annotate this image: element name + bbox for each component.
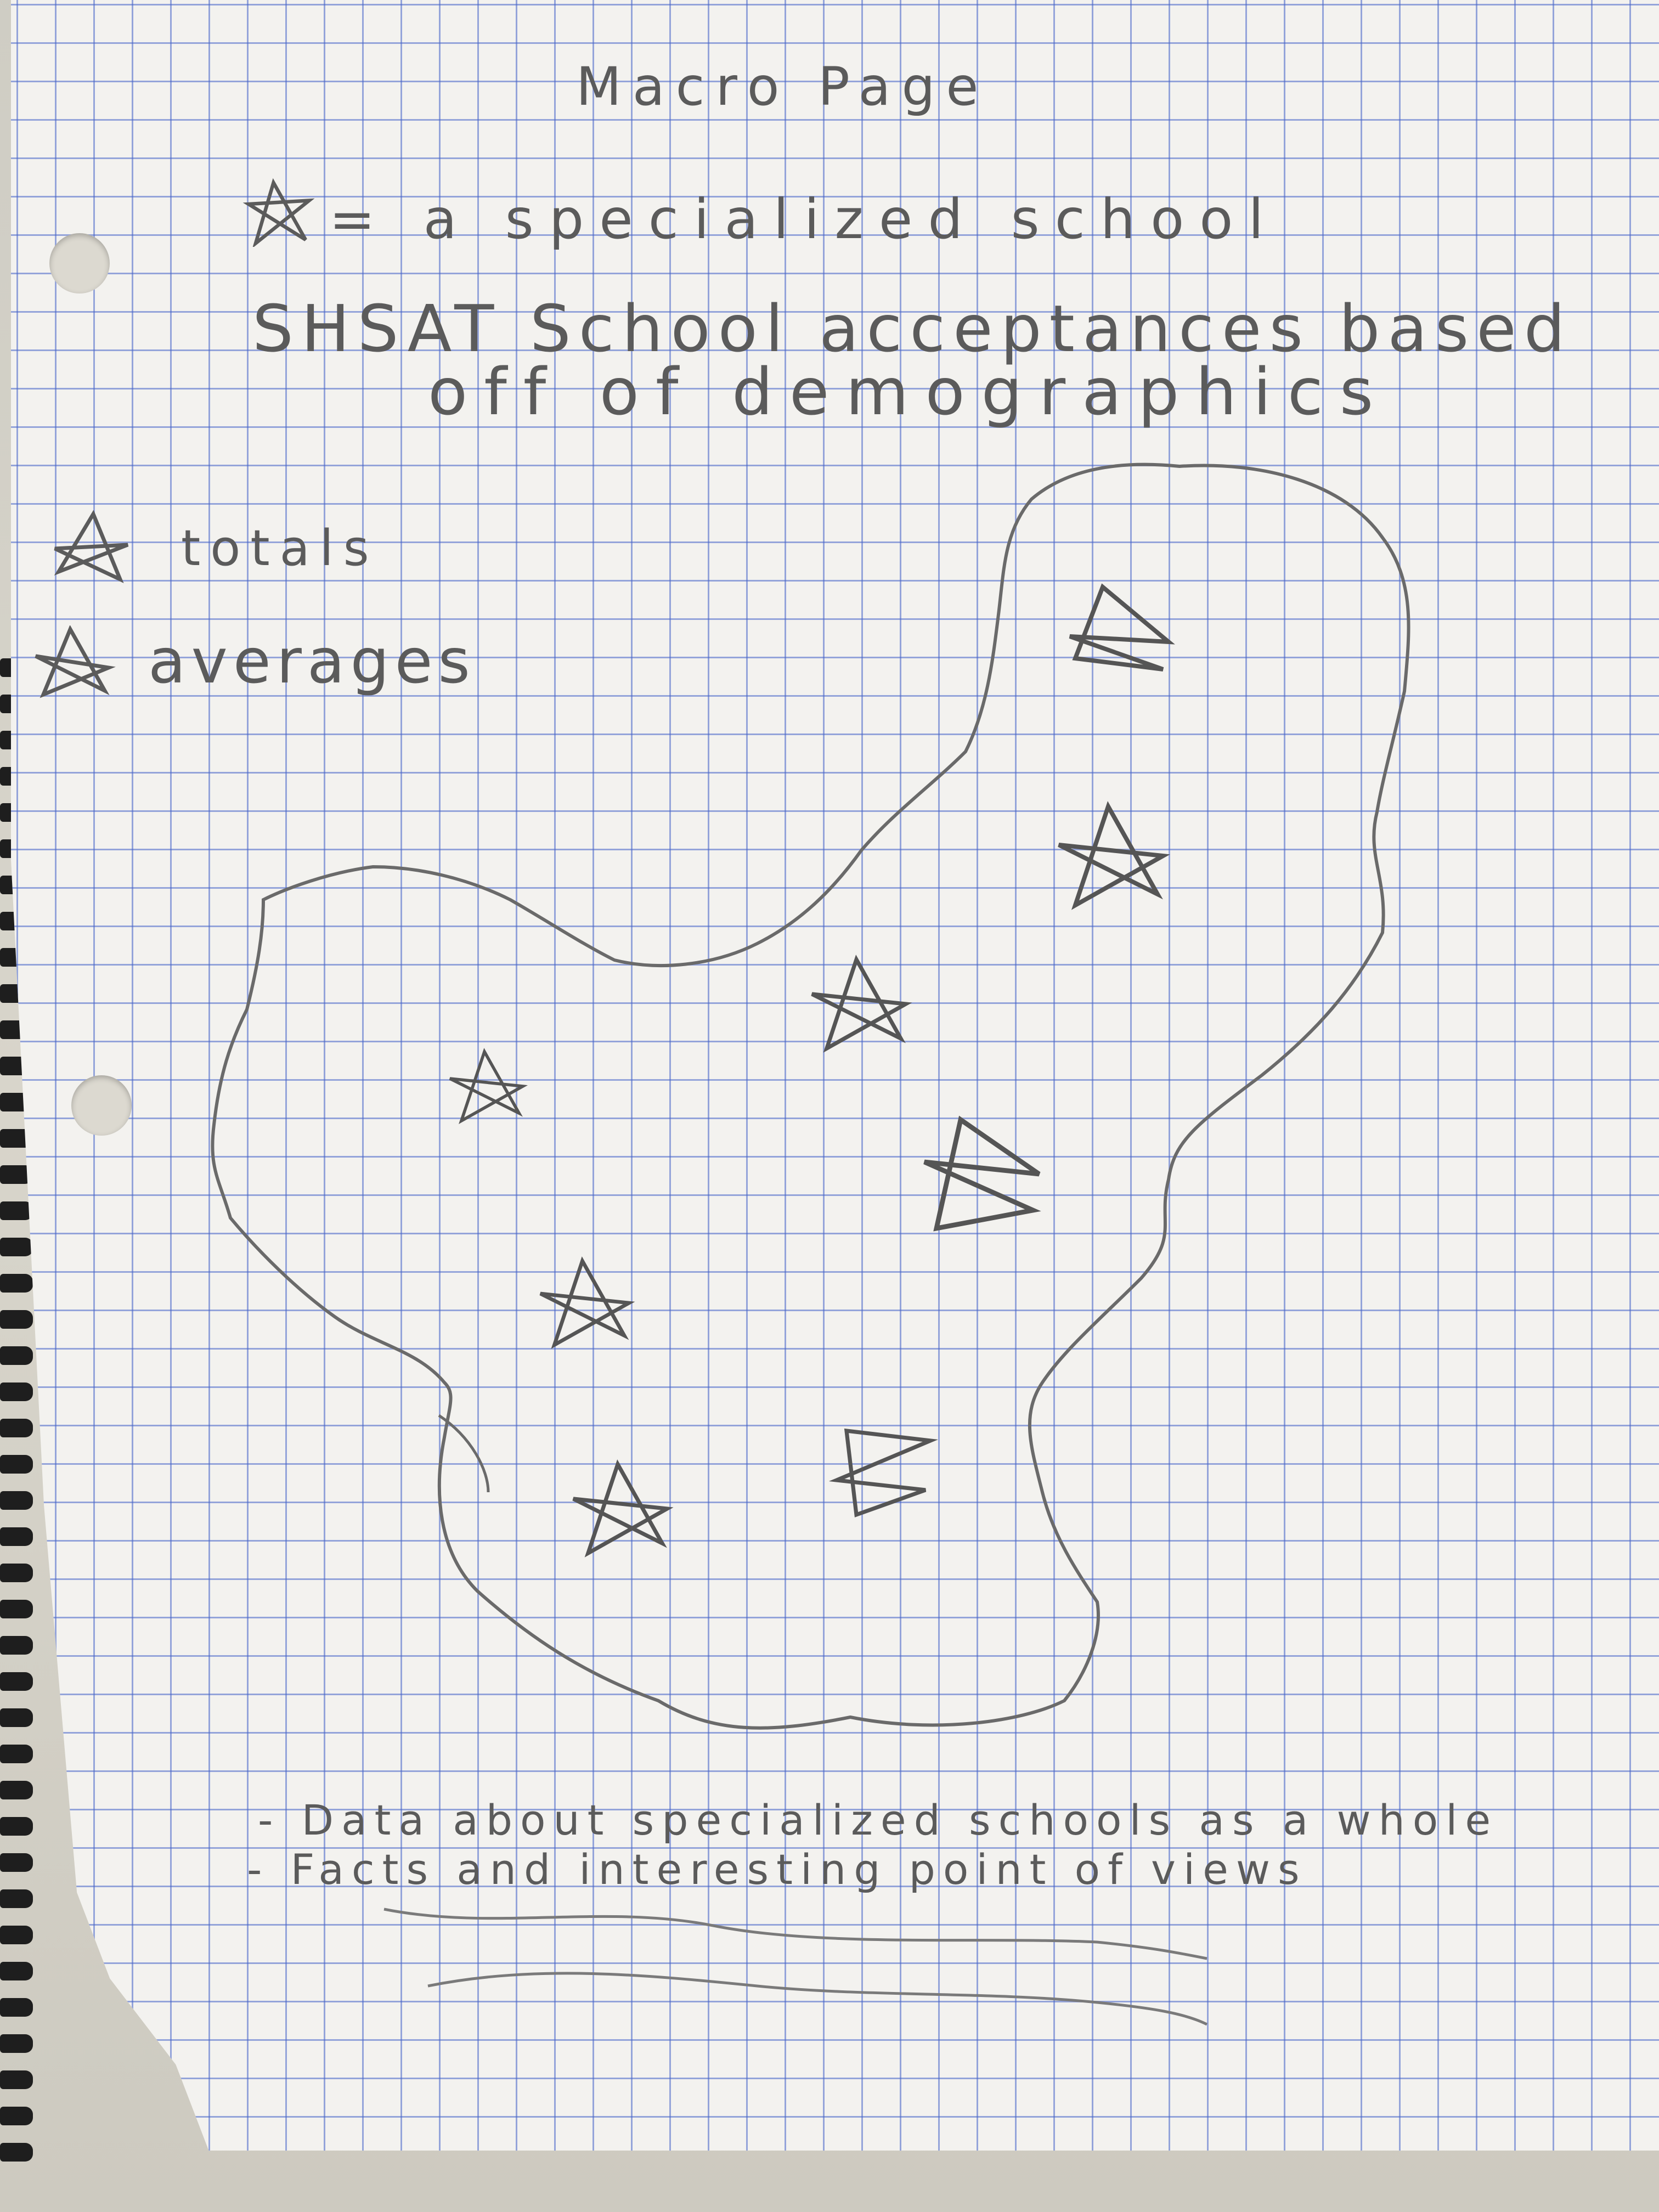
spiral-coil: [0, 1672, 33, 1691]
school-star-icon: [527, 1256, 647, 1350]
school-star-icon: [801, 955, 922, 1053]
spiral-coil: [0, 1238, 33, 1256]
averages-label: averages: [148, 626, 476, 697]
school-star-icon: [1042, 582, 1196, 691]
school-star-icon: [571, 1459, 675, 1558]
spiral-coil: [0, 1527, 33, 1546]
legend-star-meaning: = a specialized school: [329, 187, 1279, 251]
spiral-coil: [0, 1383, 33, 1401]
totals-label: totals: [181, 520, 379, 577]
spiral-coil: [0, 1491, 33, 1510]
spiral-coil: [0, 1274, 33, 1293]
spiral-coil: [0, 2107, 33, 2125]
page-title: Macro Page: [576, 56, 990, 117]
punch-hole: [49, 233, 110, 294]
punch-hole: [71, 1075, 132, 1136]
spiral-coil: [0, 1853, 33, 1872]
spiral-coil: [0, 1817, 33, 1836]
legend-star-icon: [236, 176, 318, 247]
spiral-coil: [0, 1346, 33, 1365]
page-heading-line2: off of demographics: [428, 354, 1390, 430]
school-star-icon: [1037, 801, 1190, 911]
spiral-coil: [0, 1600, 33, 1618]
spiral-coil: [0, 1998, 33, 2017]
school-star-icon: [823, 1421, 949, 1520]
spiral-coil: [0, 1419, 33, 1437]
spiral-coil: [0, 1781, 33, 1799]
spiral-coil: [0, 1455, 33, 1474]
spiral-coil: [0, 1564, 33, 1582]
spiral-coil: [0, 2143, 33, 2162]
spiral-coil: [0, 2070, 33, 2089]
spiral-coil: [0, 1310, 33, 1329]
spiral-coil: [0, 1708, 33, 1727]
note-line-2: - Facts and interesting point of views: [247, 1845, 1307, 1894]
note-line-1: - Data about specialized schools as a wh…: [258, 1796, 1499, 1844]
spiral-coil: [0, 1636, 33, 1655]
spiral-coil: [0, 1745, 33, 1763]
school-star-icon: [444, 1048, 532, 1125]
spiral-coil: [0, 2034, 33, 2053]
averages-star-icon: [25, 625, 123, 702]
spiral-coil: [0, 1889, 33, 1908]
school-star-icon: [894, 1114, 1075, 1234]
spiral-coil: [0, 1201, 33, 1220]
spiral-coil: [0, 1926, 33, 1944]
page-heading-line1: SHSAT School acceptances based: [252, 291, 1573, 366]
totals-star-icon: [44, 510, 143, 587]
spiral-coil: [0, 1962, 33, 1980]
